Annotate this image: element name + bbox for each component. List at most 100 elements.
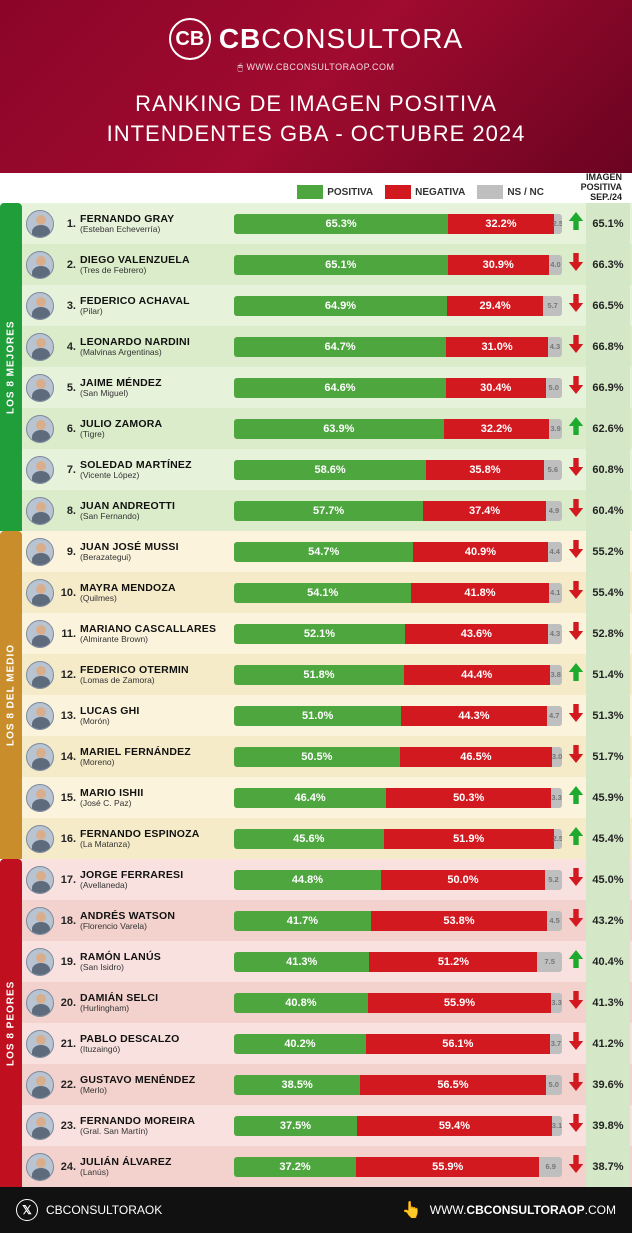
person-name: JULIO ZAMORA <box>80 419 230 430</box>
rank-number: 11. <box>58 628 76 640</box>
person-place: (Morón) <box>80 717 230 726</box>
ranking-row: 7.SOLEDAD MARTÍNEZ(Vicente López)58.6%35… <box>22 449 632 490</box>
seg-negative: 35.8% <box>426 460 543 480</box>
seg-nsnc: 5.0 <box>546 378 562 398</box>
header: CB CBCONSULTORA 🖱 WWW.CBCONSULTORAOP.COM… <box>0 0 632 173</box>
seg-positive: 58.6% <box>234 460 426 480</box>
avatar <box>26 374 54 402</box>
rank-number: 19. <box>58 956 76 968</box>
seg-nsnc: 5.0 <box>546 1075 562 1095</box>
trend-arrow-down <box>566 1030 586 1057</box>
trend-arrow-up <box>566 784 586 811</box>
rank-number: 16. <box>58 833 76 845</box>
avatar <box>26 538 54 566</box>
seg-positive: 51.0% <box>234 706 401 726</box>
seg-negative: 32.2% <box>444 419 550 439</box>
ranking-row: 17.JORGE FERRARESI(Avellaneda)44.8%50.0%… <box>22 859 632 900</box>
name-block: JULIO ZAMORA(Tigre) <box>80 419 230 439</box>
prev-value: 52.8% <box>586 613 630 654</box>
seg-nsnc: 7.5 <box>537 952 562 972</box>
seg-nsnc: 3.0 <box>552 747 562 767</box>
rank-number: 1. <box>58 218 76 230</box>
trend-arrow-up <box>566 661 586 688</box>
stacked-bar: 57.7%37.4%4.9 <box>234 501 562 521</box>
prev-header: IMAGEN POSITIVA SEP./24 <box>572 173 632 203</box>
seg-positive: 45.6% <box>234 829 384 849</box>
prev-value: 62.6% <box>586 408 630 449</box>
rank-number: 3. <box>58 300 76 312</box>
ranking-row: 3.FEDERICO ACHAVAL(Pilar)64.9%29.4%5.766… <box>22 285 632 326</box>
stacked-bar: 65.3%32.2%2.5 <box>234 214 562 234</box>
stacked-bar: 50.5%46.5%3.0 <box>234 747 562 767</box>
seg-negative: 44.3% <box>401 706 546 726</box>
legend-negative: NEGATIVA <box>385 185 465 199</box>
person-name: SOLEDAD MARTÍNEZ <box>80 460 230 471</box>
seg-negative: 56.1% <box>366 1034 550 1054</box>
stacked-bar: 37.2%55.9%6.9 <box>234 1157 562 1177</box>
person-place: (Lanús) <box>80 1168 230 1177</box>
rank-number: 14. <box>58 751 76 763</box>
seg-positive: 51.8% <box>234 665 404 685</box>
name-block: RAMÓN LANÚS(San Isidro) <box>80 952 230 972</box>
person-place: (Vicente López) <box>80 471 230 480</box>
prev-value: 66.8% <box>586 326 630 367</box>
seg-positive: 65.1% <box>234 255 448 275</box>
ranking-row: 15.MARIO ISHII(José C. Paz)46.4%50.3%3.3… <box>22 777 632 818</box>
person-place: (Moreno) <box>80 758 230 767</box>
rank-number: 24. <box>58 1161 76 1173</box>
ranking-row: 21.PABLO DESCALZO(Ituzaingó)40.2%56.1%3.… <box>22 1023 632 1064</box>
trend-arrow-down <box>566 907 586 934</box>
seg-positive: 40.2% <box>234 1034 366 1054</box>
seg-positive: 54.1% <box>234 583 411 603</box>
trend-arrow-down <box>566 1071 586 1098</box>
legend: POSITIVA NEGATIVA NS / NC <box>0 177 572 203</box>
ranking-row: 8.JUAN ANDREOTTI(San Fernando)57.7%37.4%… <box>22 490 632 531</box>
avatar <box>26 1153 54 1181</box>
stacked-bar: 40.2%56.1%3.7 <box>234 1034 562 1054</box>
avatar <box>26 620 54 648</box>
seg-positive: 64.9% <box>234 296 447 316</box>
ranking-row: 16.FERNANDO ESPINOZA(La Matanza)45.6%51.… <box>22 818 632 859</box>
stacked-bar: 54.7%40.9%4.4 <box>234 542 562 562</box>
avatar <box>26 825 54 853</box>
ranking-row: 18.ANDRÉS WATSON(Florencio Varela)41.7%5… <box>22 900 632 941</box>
prev-value: 55.4% <box>586 572 630 613</box>
prev-value: 41.2% <box>586 1023 630 1064</box>
seg-nsnc: 4.3 <box>548 337 562 357</box>
logo-bold: CB <box>219 23 261 54</box>
avatar <box>26 948 54 976</box>
person-name: LUCAS GHI <box>80 706 230 717</box>
stacked-bar: 40.8%55.9%3.3 <box>234 993 562 1013</box>
rank-number: 2. <box>58 259 76 271</box>
seg-negative: 46.5% <box>400 747 553 767</box>
seg-negative: 41.8% <box>411 583 548 603</box>
ranking-row: 1.FERNANDO GRAY(Esteban Echeverría)65.3%… <box>22 203 632 244</box>
name-block: ANDRÉS WATSON(Florencio Varela) <box>80 911 230 931</box>
name-block: GUSTAVO MENÉNDEZ(Merlo) <box>80 1075 230 1095</box>
seg-nsnc: 4.0 <box>549 255 562 275</box>
trend-arrow-down <box>566 866 586 893</box>
name-block: DIEGO VALENZUELA(Tres de Febrero) <box>80 255 230 275</box>
avatar <box>26 333 54 361</box>
person-name: JORGE FERRARESI <box>80 870 230 881</box>
footer-url: WWW.CBCONSULTORAOP.COM <box>430 1203 616 1217</box>
legend-positive: POSITIVA <box>297 185 373 199</box>
stacked-bar: 51.8%44.4%3.8 <box>234 665 562 685</box>
person-name: ANDRÉS WATSON <box>80 911 230 922</box>
ranking-row: 13.LUCAS GHI(Morón)51.0%44.3%4.751.3% <box>22 695 632 736</box>
prev-value: 45.9% <box>586 777 630 818</box>
avatar <box>26 784 54 812</box>
trend-arrow-up <box>566 415 586 442</box>
seg-negative: 59.4% <box>357 1116 552 1136</box>
rank-number: 9. <box>58 546 76 558</box>
seg-nsnc: 6.9 <box>539 1157 562 1177</box>
prev-value: 55.2% <box>586 531 630 572</box>
person-name: FEDERICO OTERMIN <box>80 665 230 676</box>
stacked-bar: 64.9%29.4%5.7 <box>234 296 562 316</box>
ranking-row: 2. DIEGO VALENZUELA(Tres de Febrero)65.1%… <box>22 244 632 285</box>
avatar <box>26 1112 54 1140</box>
footer-handle: CBCONSULTORAOK <box>46 1203 162 1217</box>
person-place: (La Matanza) <box>80 840 230 849</box>
trend-arrow-down <box>566 702 586 729</box>
ranking-row: 23.FERNANDO MOREIRA(Gral. San Martín)37.… <box>22 1105 632 1146</box>
